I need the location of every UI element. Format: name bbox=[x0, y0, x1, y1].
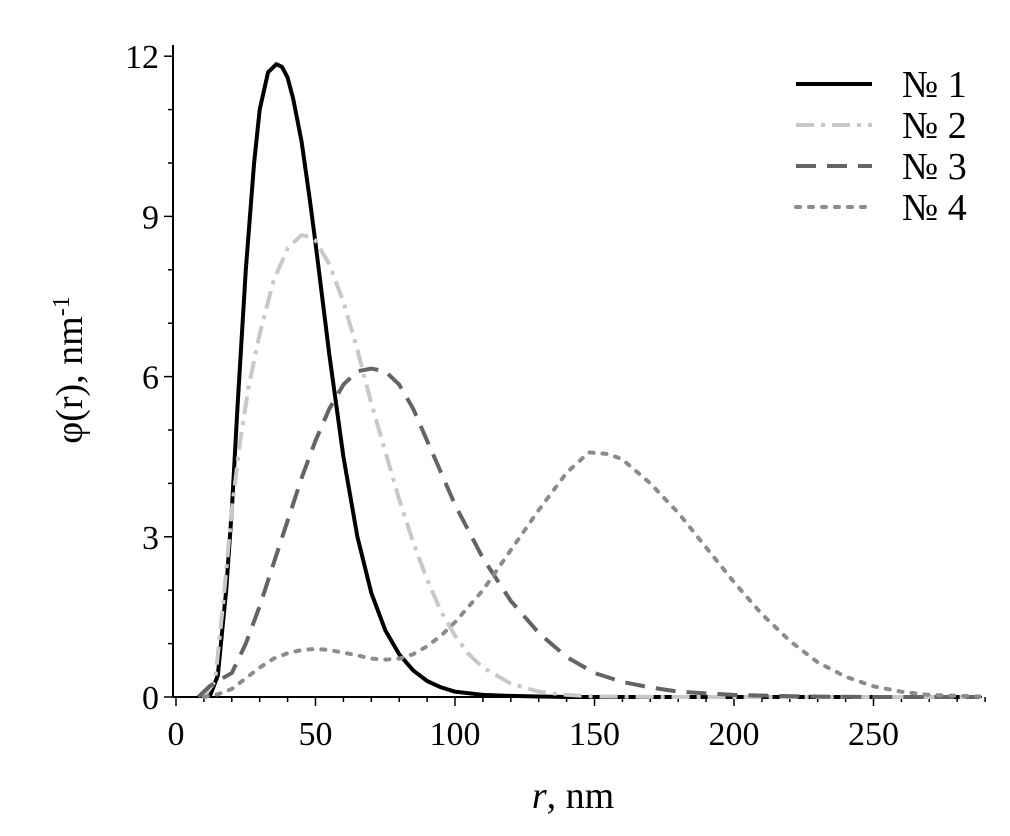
series-line-2 bbox=[202, 233, 980, 699]
legend-label-2: № 2 bbox=[902, 105, 967, 147]
y-tick-label: 9 bbox=[142, 199, 159, 236]
x-tick-label: 200 bbox=[709, 716, 760, 753]
axes bbox=[172, 45, 982, 698]
legend: № 1№ 2№ 3№ 4 bbox=[794, 64, 967, 229]
x-tick-label: 0 bbox=[168, 716, 185, 753]
y-tick-label: 3 bbox=[142, 520, 159, 557]
series-line-1 bbox=[207, 62, 980, 699]
x-axis-title-variable: r bbox=[532, 775, 547, 817]
x-tick-label: 150 bbox=[569, 716, 620, 753]
y-tick-label: 12 bbox=[125, 39, 159, 76]
y-axis-title: φ(r), nm-1 bbox=[49, 296, 91, 443]
x-axis-title-unit: , nm bbox=[547, 775, 615, 817]
x-axis-title: r, nm bbox=[532, 775, 614, 817]
ticks: 0 50 100 150 200 250 0 3 6 9 12 bbox=[125, 39, 986, 753]
y-tick-label: 6 bbox=[142, 360, 159, 397]
y-axis-title-base: φ(r), nm bbox=[49, 316, 91, 443]
series bbox=[196, 62, 982, 699]
series-line-4 bbox=[201, 450, 982, 699]
legend-label-1: № 1 bbox=[902, 64, 967, 106]
y-tick-label: 0 bbox=[142, 680, 159, 717]
x-tick-label: 250 bbox=[848, 716, 899, 753]
x-tick-label: 50 bbox=[299, 716, 333, 753]
series-line-3 bbox=[196, 366, 980, 699]
x-tick-label: 100 bbox=[430, 716, 481, 753]
legend-label-3: № 3 bbox=[902, 146, 967, 188]
y-axis-title-superscript: -1 bbox=[49, 296, 75, 316]
legend-label-4: № 4 bbox=[902, 187, 967, 229]
